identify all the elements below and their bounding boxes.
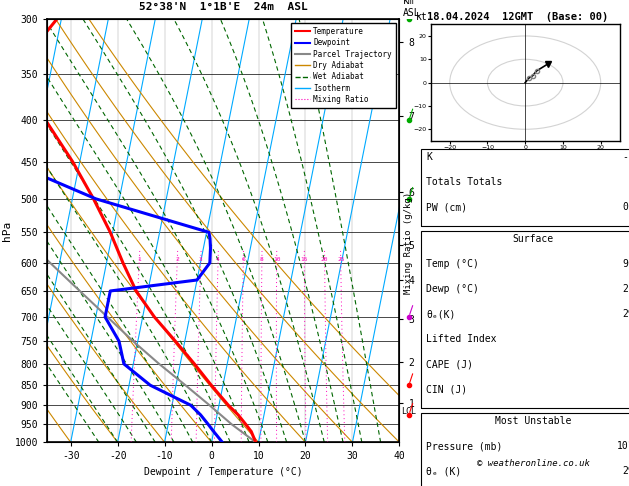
Text: 2: 2 <box>175 257 179 261</box>
Text: kt: kt <box>416 12 428 22</box>
Text: 15: 15 <box>301 257 308 261</box>
Bar <box>421 413 629 486</box>
Text: km
ASL: km ASL <box>403 0 420 18</box>
Text: θₑ(K): θₑ(K) <box>426 309 455 319</box>
Text: Totals Totals: Totals Totals <box>426 177 503 188</box>
Text: K: K <box>426 152 431 162</box>
Text: Temp (°C): Temp (°C) <box>426 259 479 269</box>
Text: 25: 25 <box>337 257 345 261</box>
Text: 18.04.2024  12GMT  (Base: 00): 18.04.2024 12GMT (Base: 00) <box>426 12 608 22</box>
Text: 2.3: 2.3 <box>623 284 629 294</box>
Text: θₑ (K): θₑ (K) <box>426 466 461 476</box>
Text: 293: 293 <box>623 466 629 476</box>
Legend: Temperature, Dewpoint, Parcel Trajectory, Dry Adiabat, Wet Adiabat, Isotherm, Mi: Temperature, Dewpoint, Parcel Trajectory… <box>291 23 396 107</box>
Text: 10: 10 <box>273 257 281 261</box>
Bar <box>421 149 629 226</box>
Text: 1019: 1019 <box>617 441 629 451</box>
Text: 9.4: 9.4 <box>623 259 629 269</box>
Text: 1: 1 <box>137 257 141 261</box>
Text: PW (cm): PW (cm) <box>426 203 467 212</box>
Text: CAPE (J): CAPE (J) <box>426 360 473 369</box>
Y-axis label: hPa: hPa <box>2 221 12 241</box>
Text: 8: 8 <box>260 257 264 261</box>
Text: 6: 6 <box>242 257 245 261</box>
Text: Mixing Ratio (g/kg): Mixing Ratio (g/kg) <box>404 192 413 294</box>
Text: Pressure (mb): Pressure (mb) <box>426 441 503 451</box>
Text: Lifted Index: Lifted Index <box>426 334 496 345</box>
Text: -17: -17 <box>623 152 629 162</box>
Text: CIN (J): CIN (J) <box>426 384 467 395</box>
Text: Most Unstable: Most Unstable <box>495 416 571 426</box>
Text: 20: 20 <box>321 257 328 261</box>
Text: Surface: Surface <box>513 234 554 244</box>
Bar <box>421 231 629 408</box>
Text: 293: 293 <box>623 309 629 319</box>
Text: 0.8: 0.8 <box>623 203 629 212</box>
Text: © weatheronline.co.uk: © weatheronline.co.uk <box>477 459 589 468</box>
Text: LCL: LCL <box>401 407 416 416</box>
Text: 52°38'N  1°1B'E  24m  ASL: 52°38'N 1°1B'E 24m ASL <box>139 2 308 12</box>
X-axis label: Dewpoint / Temperature (°C): Dewpoint / Temperature (°C) <box>144 467 303 477</box>
Text: 4: 4 <box>216 257 220 261</box>
Text: 3: 3 <box>199 257 203 261</box>
Text: Dewp (°C): Dewp (°C) <box>426 284 479 294</box>
